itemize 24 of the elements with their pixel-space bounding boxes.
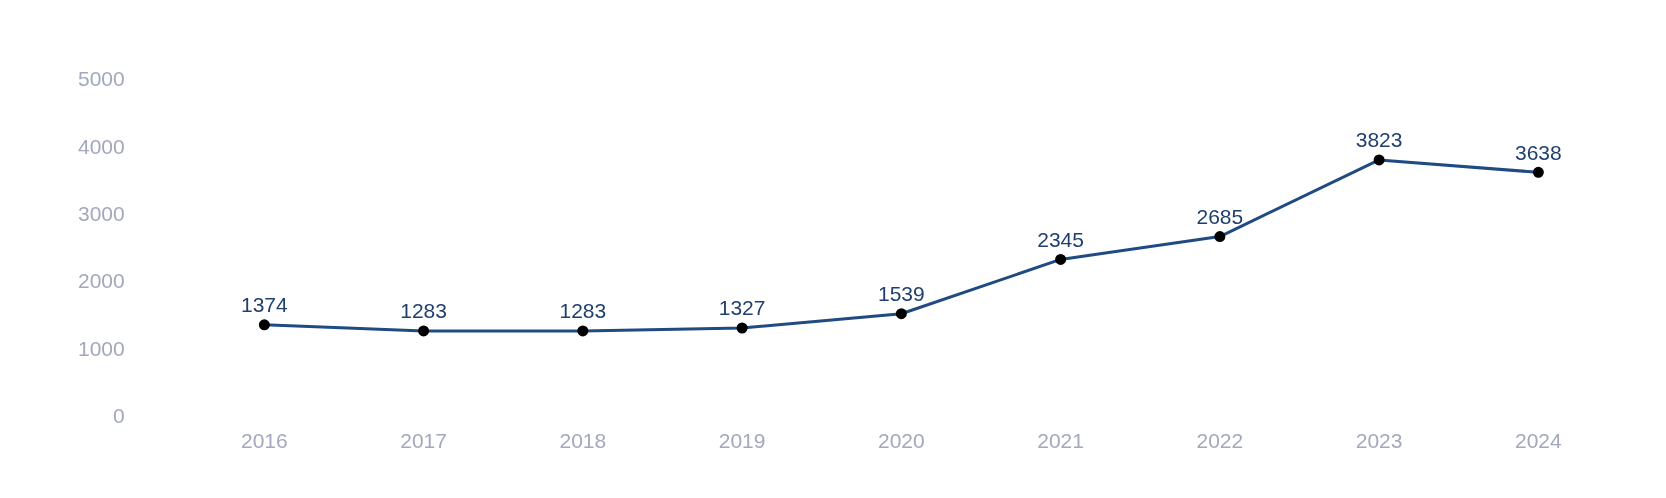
data-label: 2685 bbox=[1196, 204, 1244, 228]
data-label: 3823 bbox=[1355, 128, 1403, 152]
x-tick-label: 2022 bbox=[1196, 428, 1244, 452]
data-label: 1283 bbox=[559, 299, 607, 323]
x-tick-label: 2016 bbox=[240, 428, 288, 452]
data-label: 3638 bbox=[1515, 140, 1562, 164]
x-tick-label: 2020 bbox=[878, 428, 925, 452]
data-label: 1539 bbox=[878, 282, 925, 306]
data-label: 1374 bbox=[240, 293, 289, 317]
y-tick-label: 0 bbox=[113, 404, 125, 428]
x-tick-label: 2021 bbox=[1037, 428, 1084, 452]
x-tick-label: 2019 bbox=[718, 428, 766, 452]
data-label: 1327 bbox=[718, 296, 766, 320]
x-tick-label: 2018 bbox=[559, 428, 607, 452]
y-tick-label: 5000 bbox=[78, 67, 125, 91]
y-tick-label: 3000 bbox=[78, 202, 125, 226]
data-label: 2345 bbox=[1037, 227, 1084, 251]
data-label: 1283 bbox=[400, 299, 447, 323]
y-tick-label: 2000 bbox=[78, 269, 125, 293]
x-tick-label: 2024 bbox=[1515, 428, 1563, 452]
x-tick-label: 2017 bbox=[400, 428, 447, 452]
y-tick-label: 1000 bbox=[78, 336, 125, 360]
y-tick-label: 4000 bbox=[78, 134, 125, 158]
x-tick-label: 2023 bbox=[1355, 428, 1403, 452]
